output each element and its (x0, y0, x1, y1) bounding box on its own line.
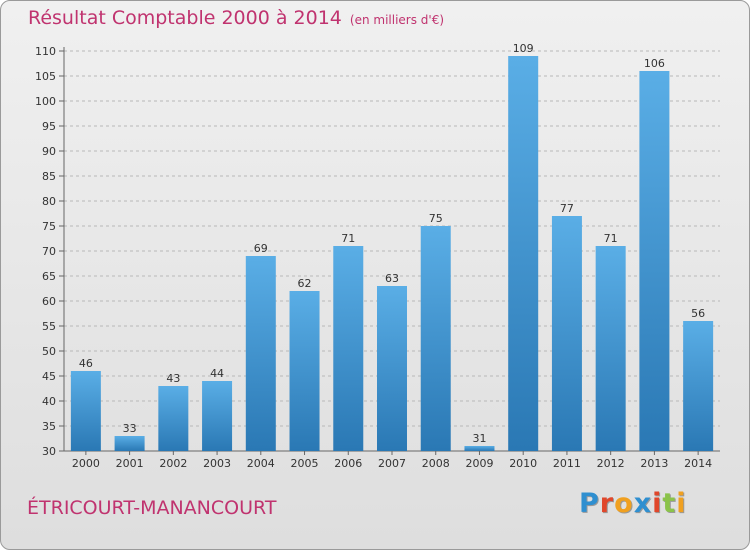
bar-2002 (158, 386, 189, 451)
x-tick-label: 2000 (72, 457, 100, 470)
logo-letter: i (676, 488, 687, 519)
y-tick-label: 60 (42, 295, 56, 308)
bar-2003 (202, 381, 233, 451)
chart-title-text: Résultat Comptable 2000 à 2014 (28, 7, 342, 29)
bar-2014 (683, 321, 714, 451)
y-tick-label: 55 (42, 320, 56, 333)
y-tick-label: 45 (42, 370, 56, 383)
value-label: 63 (385, 272, 399, 285)
chart-title: Résultat Comptable 2000 à 2014 (en millie… (28, 7, 444, 29)
value-label: 43 (166, 372, 180, 385)
value-label: 69 (254, 242, 268, 255)
bar-2004 (245, 256, 276, 451)
x-tick-label: 2012 (597, 457, 625, 470)
x-tick-label: 2006 (334, 457, 362, 470)
y-tick-label: 100 (35, 95, 56, 108)
proxiti-logo: Proxiti (579, 488, 687, 519)
value-label: 33 (123, 422, 137, 435)
y-tick-label: 50 (42, 345, 56, 358)
y-tick-label: 75 (42, 220, 56, 233)
value-label: 62 (298, 277, 312, 290)
value-label: 75 (429, 212, 443, 225)
x-tick-label: 2011 (553, 457, 581, 470)
bar-2011 (551, 216, 582, 451)
data-labels: 46 33 43 44 69 62 71 63 75 31 109 77 71 106 56 (79, 42, 705, 445)
bar-2012 (595, 246, 626, 451)
value-label: 56 (691, 307, 705, 320)
x-tick-label: 2014 (684, 457, 712, 470)
value-label: 44 (210, 367, 224, 380)
commune-name: ÉTRICOURT-MANANCOURT (27, 497, 277, 519)
x-tick-label: 2003 (203, 457, 231, 470)
y-tick-label: 65 (42, 270, 56, 283)
y-tick-label: 95 (42, 120, 56, 133)
logo-letter: x (633, 488, 653, 519)
value-label: 46 (79, 357, 93, 370)
y-tick-label: 40 (42, 395, 56, 408)
y-tick-label: 80 (42, 195, 56, 208)
y-tick-label: 90 (42, 145, 56, 158)
x-tick-label: 2001 (116, 457, 144, 470)
bar-2009 (464, 446, 495, 451)
bar-2008 (420, 226, 451, 451)
logo-letter: o (614, 488, 634, 519)
bar-2007 (377, 286, 407, 451)
y-tick-label: 105 (35, 70, 56, 83)
bar-2001 (114, 436, 145, 451)
x-tick-label: 2005 (291, 457, 319, 470)
logo-letter: i (652, 488, 663, 519)
logo-letter: r (599, 488, 615, 519)
bar-2006 (333, 246, 364, 451)
bars (70, 56, 714, 451)
x-tick-label: 2007 (378, 457, 406, 470)
y-tick-label: 70 (42, 245, 56, 258)
y-tick-label: 110 (35, 45, 56, 58)
value-label: 71 (604, 232, 618, 245)
x-tick-label: 2013 (640, 457, 668, 470)
x-tick-label: 2008 (422, 457, 450, 470)
x-tick-label: 2010 (509, 457, 537, 470)
logo-letter: t (662, 488, 677, 519)
x-tick-label: 2002 (159, 457, 187, 470)
value-label: 31 (472, 432, 486, 445)
value-label: 77 (560, 202, 574, 215)
y-tick-label: 30 (42, 445, 56, 458)
x-tick-label: 2009 (465, 457, 493, 470)
value-label: 71 (341, 232, 355, 245)
y-tick-label: 85 (42, 170, 56, 183)
chart-subtitle: (en milliers d'€) (349, 13, 445, 27)
bar-2010 (508, 56, 539, 451)
x-tick-label: 2004 (247, 457, 275, 470)
bar-2005 (289, 291, 320, 451)
value-label: 109 (513, 42, 534, 55)
bar-2000 (70, 371, 101, 451)
y-tick-label: 35 (42, 420, 56, 433)
bar-2013 (639, 71, 670, 451)
value-label: 106 (644, 57, 665, 70)
logo-letter: P (579, 488, 600, 519)
